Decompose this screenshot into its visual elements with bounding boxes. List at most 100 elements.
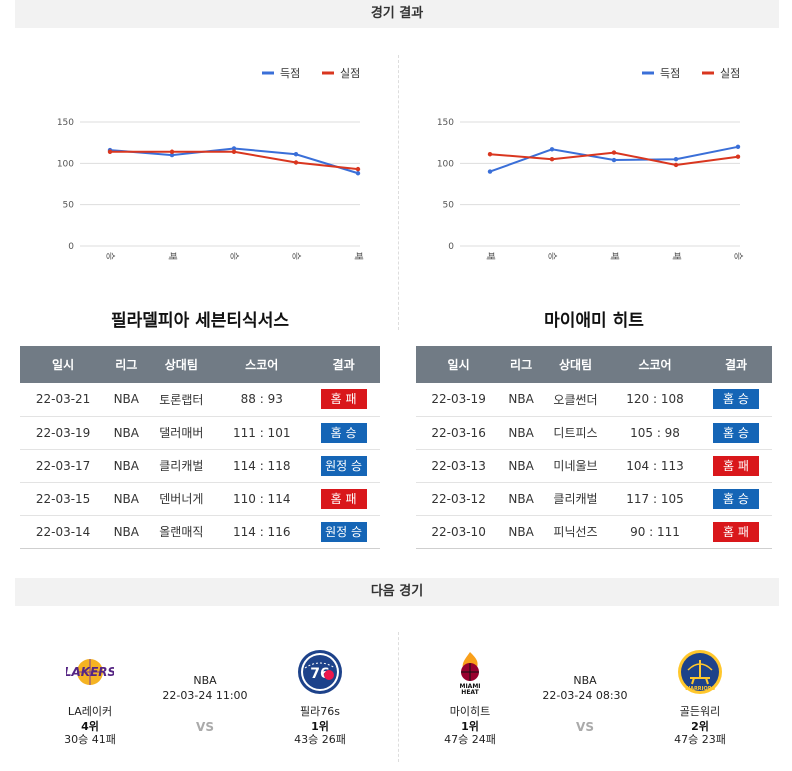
data-point [355,166,361,172]
home-team[interactable]: MIAMI HEAT 마이히트 1위 47승 24패 [420,648,520,747]
legend-label: 득점 [660,67,680,80]
y-tick-label: 0 [448,242,454,252]
result-badge: 홈 패 [320,389,367,410]
y-tick-label: 100 [437,159,454,169]
table-row[interactable]: 22-03-15 NBA 덴버너게 110 : 114 홈 패 [20,482,380,516]
cell-score: 117 : 105 [610,482,700,516]
cell-result: 홈 승 [699,383,772,417]
table-row[interactable]: 22-03-19 NBA 오클썬더 120 : 108 홈 승 [416,383,772,417]
team-name: 골든워리 [679,705,721,718]
heat-logo: MIAMI HEAT [446,648,494,696]
svg-text:HEAT: HEAT [461,689,479,696]
data-point [169,152,175,158]
team-name: 필라76s [300,705,340,718]
cell-league: NBA [501,449,541,483]
cell-score: 88 : 93 [216,383,308,417]
away-team[interactable]: 76 필라76s 1위 43승 26패 [270,648,370,747]
cell-date: 22-03-16 [416,416,502,450]
cell-league: NBA [106,482,147,516]
match-datetime: 22-03-24 11:00 [162,689,248,702]
cell-date: 22-03-10 [416,515,502,549]
cell-result: 홈 승 [307,416,380,450]
table-row[interactable]: 22-03-16 NBA 디트피스 105 : 98 홈 승 [416,416,772,450]
x-tick-label: 패 [485,252,496,260]
data-point [293,160,299,165]
next-games-section-title: 다음 경기 [15,578,779,606]
table-row[interactable]: 22-03-19 NBA 댈러매버 111 : 101 홈 승 [20,416,380,450]
x-tick-label: 승 [105,252,116,260]
cell-date: 22-03-21 [20,383,107,417]
table-row[interactable]: 22-03-14 NBA 올랜매직 114 : 116 원정 승 [20,515,380,549]
data-point [487,152,493,157]
legend-label: 득점 [280,67,300,80]
svg-text:LAKERS: LAKERS [66,665,114,679]
x-tick-label: 패 [609,252,620,260]
match-card[interactable]: LAKERS LA레이커 4위 30승 41패 NBA 22-03-24 11:… [40,648,380,758]
data-point [673,162,679,168]
column-header: 스코어 [216,346,308,383]
cell-league: NBA [501,383,541,417]
column-header: 일시 [416,346,502,383]
results-section-title: 경기 결과 [15,0,779,28]
result-badge: 원정 승 [320,521,367,542]
cell-result: 홈 패 [307,482,380,516]
legend: 득점 실점 [642,67,740,80]
team-name: 마이히트 [449,705,491,718]
data-point [611,157,617,163]
result-badge: 홈 패 [320,488,367,509]
x-tick-label: 승 [547,252,558,260]
series-line-conceded [110,150,359,171]
table-row[interactable]: 22-03-21 NBA 토론랩터 88 : 93 홈 패 [20,383,380,417]
cell-opp: 클리캐벌 [146,449,217,483]
table-header-row: 일시 리그 상대팀 스코어 결과 [416,346,772,383]
result-badge: 홈 패 [712,455,759,476]
away-team[interactable]: WARRIORS 골든워리 2위 47승 23패 [650,648,750,747]
svg-text:WARRIORS: WARRIORS [685,686,716,692]
table-row[interactable]: 22-03-17 NBA 클리캐벌 114 : 118 원정 승 [20,449,380,483]
chart-philadelphia: 득점 실점 0 50 100 150 승 패 승 승 패 [40,60,380,270]
lakers-logo: LAKERS [64,648,116,696]
data-point [107,149,113,154]
x-tick-label: 승 [733,252,744,260]
match-datetime: 22-03-24 08:30 [542,689,628,702]
table-row[interactable]: 22-03-10 NBA 피닉선즈 90 : 111 홈 패 [416,515,772,549]
cell-date: 22-03-19 [416,383,502,417]
match-card[interactable]: MIAMI HEAT 마이히트 1위 47승 24패 NBA 22-03-24 … [420,648,760,758]
x-tick-label: 패 [167,252,178,260]
data-point [231,149,237,154]
x-tick-label: 승 [229,252,240,260]
y-tick-label: 150 [57,118,74,128]
svg-text:MIAMI: MIAMI [459,683,480,690]
cell-date: 22-03-19 [20,416,107,450]
y-tick-label: 0 [68,242,74,252]
cell-opp: 오클썬더 [540,383,611,417]
data-point [549,157,555,162]
column-header: 스코어 [610,346,700,383]
cell-score: 105 : 98 [610,416,700,450]
result-badge: 홈 승 [712,389,759,410]
warriors-logo: WARRIORS [676,648,724,696]
cell-date: 22-03-14 [20,515,107,549]
match-league: NBA [193,674,217,687]
cell-league: NBA [106,515,147,549]
match-info: NBA 22-03-24 08:30 [520,673,650,703]
x-tick-label: 패 [353,252,364,260]
data-point [355,171,361,176]
x-tick-label: 승 [291,252,302,260]
cell-date: 22-03-15 [20,482,107,516]
cell-opp: 덴버너게 [146,482,217,516]
table-row[interactable]: 22-03-13 NBA 미네울브 104 : 113 홈 패 [416,449,772,483]
cell-opp: 클리캐벌 [540,482,611,516]
cell-opp: 피닉선즈 [540,515,611,549]
result-badge: 원정 승 [320,455,367,476]
cell-result: 원정 승 [307,515,380,549]
team-name: LA레이커 [67,705,113,718]
home-team[interactable]: LAKERS LA레이커 4위 30승 41패 [40,648,140,747]
cell-opp: 미네울브 [540,449,611,483]
cell-opp: 댈러매버 [146,416,217,450]
team-rank: 1위 [461,720,479,733]
y-tick-label: 150 [437,118,454,128]
x-tick-label: 패 [671,252,682,260]
divider [398,55,399,330]
table-row[interactable]: 22-03-12 NBA 클리캐벌 117 : 105 홈 승 [416,482,772,516]
